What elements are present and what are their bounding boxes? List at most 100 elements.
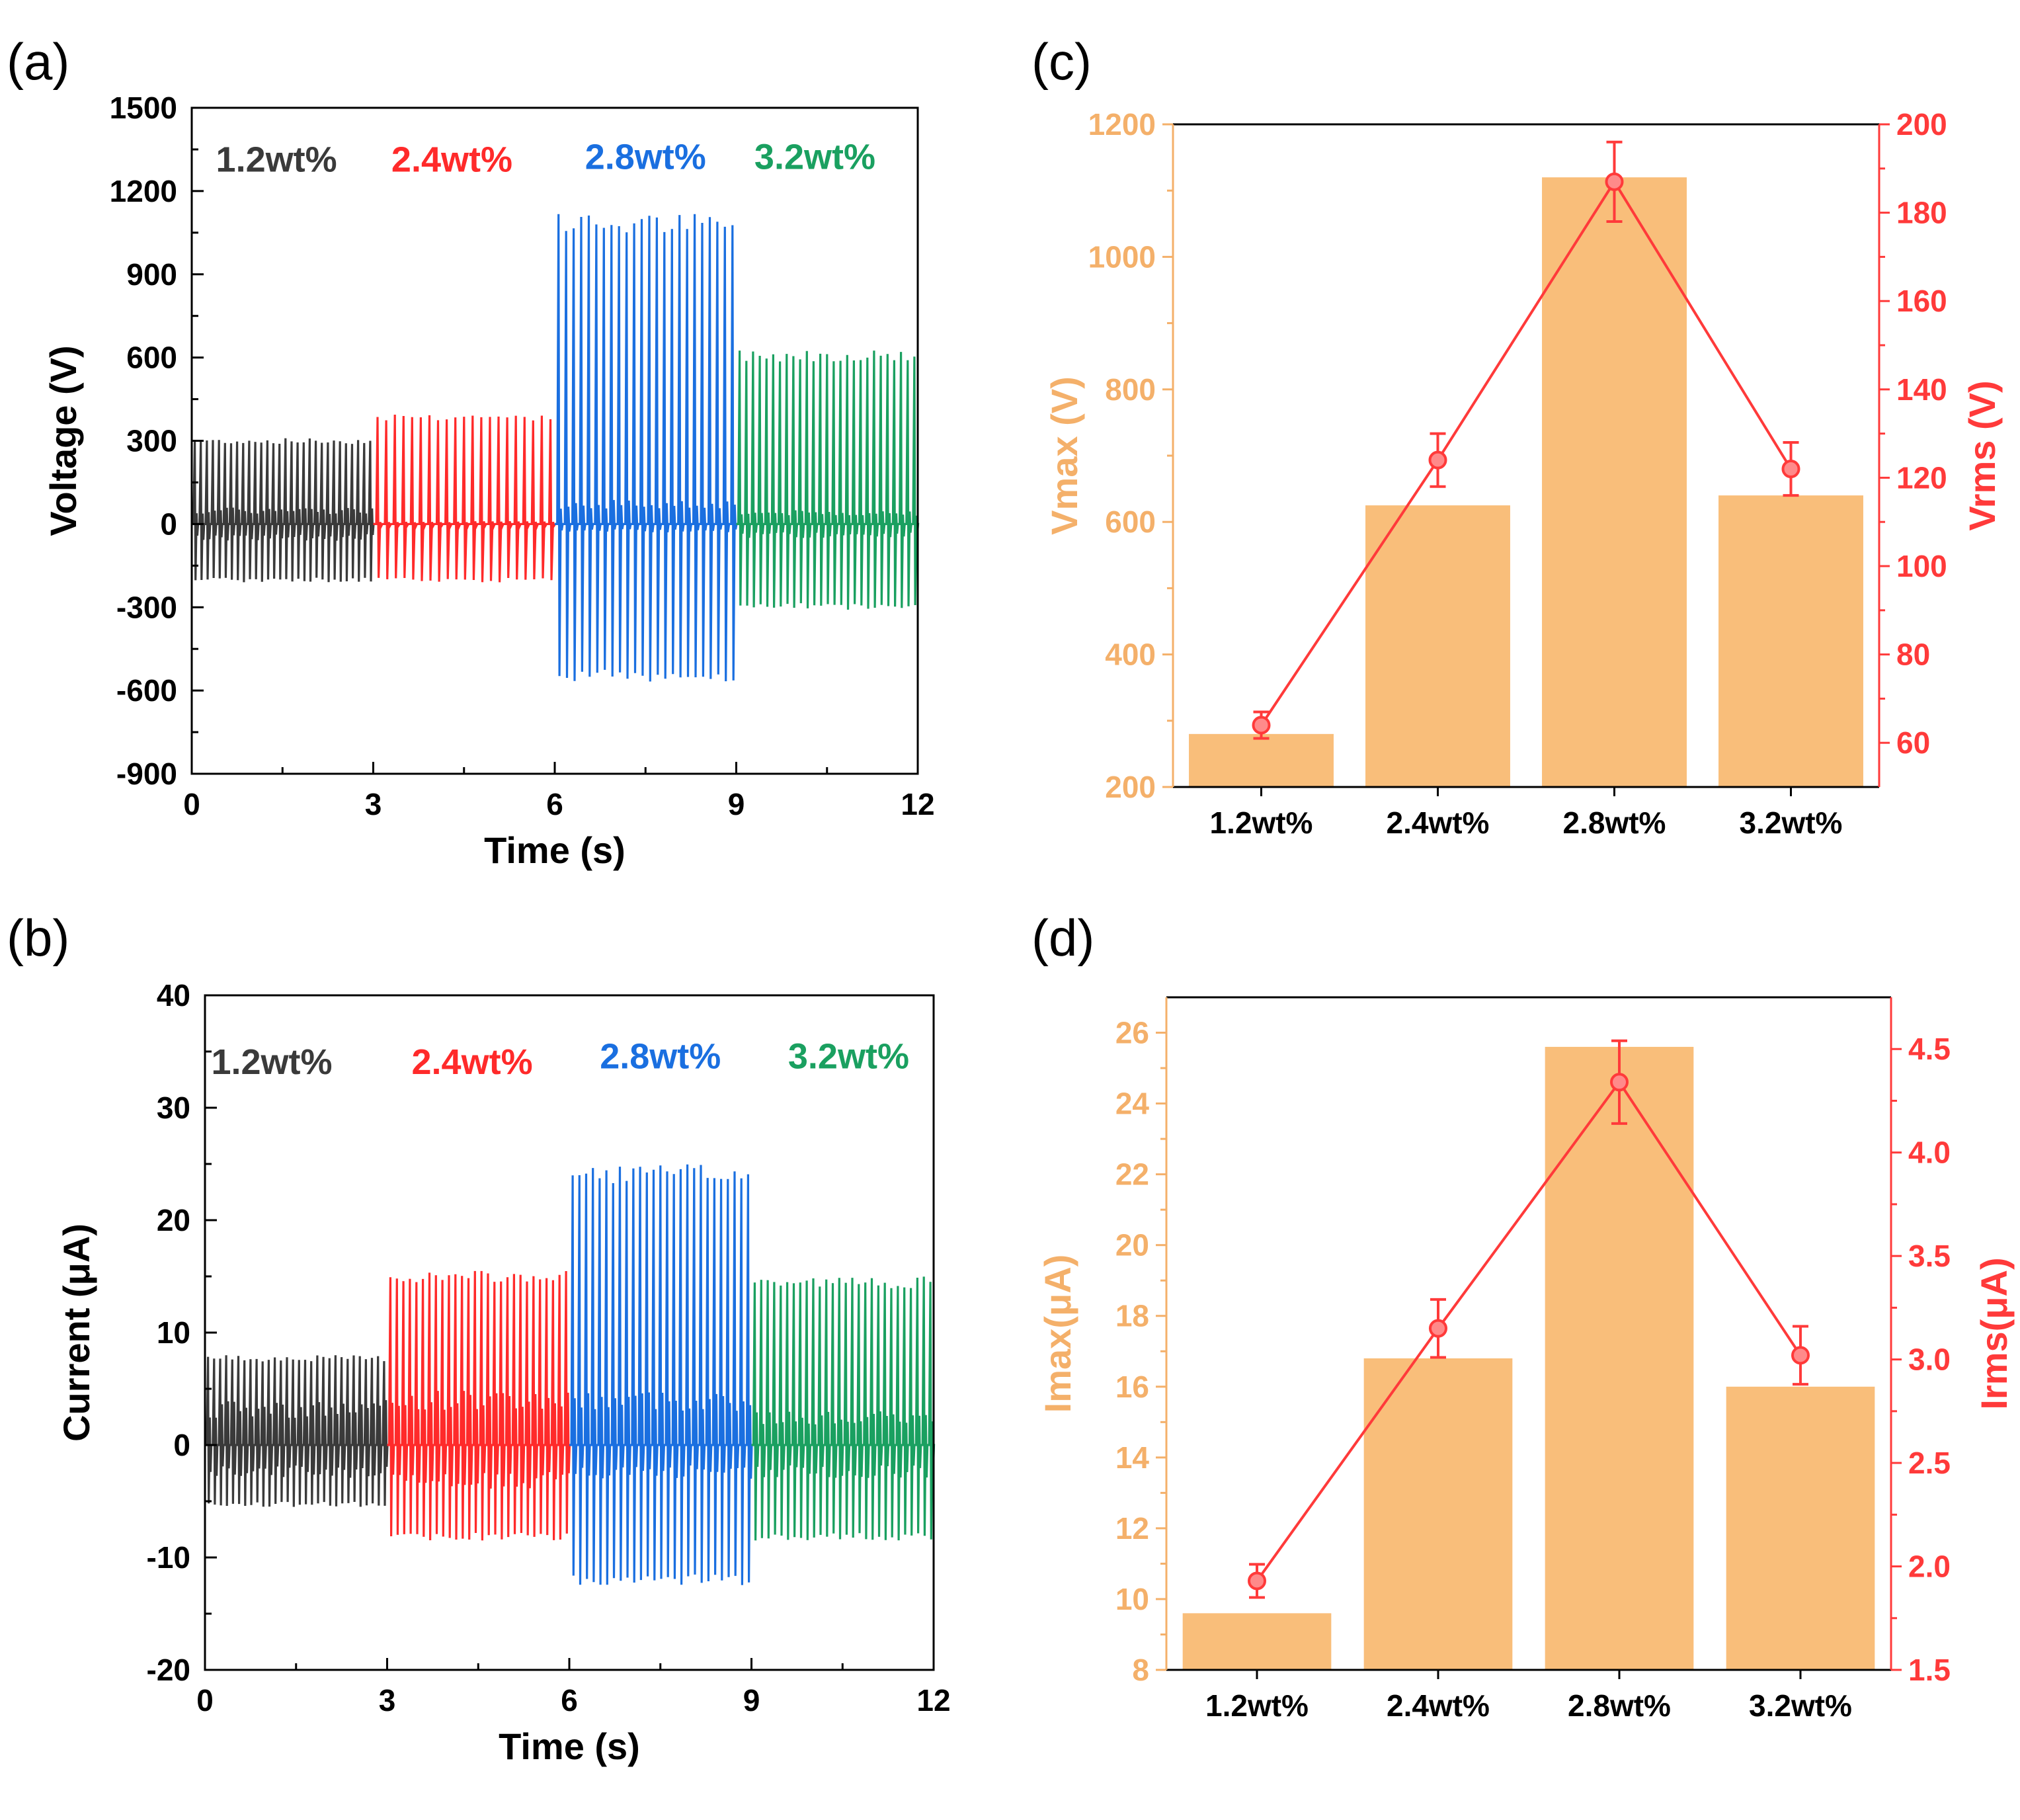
- series-line-3.2wt%: [736, 351, 920, 610]
- y-tick-label: -10: [147, 1540, 190, 1575]
- bar-2.4wt%: [1363, 1358, 1513, 1670]
- bar-1.2wt%: [1182, 1613, 1332, 1670]
- left-y-tick-label: 600: [1105, 505, 1156, 539]
- y-tick-label: 40: [157, 978, 190, 1013]
- y-tick-label: 900: [126, 257, 177, 292]
- condition-label: 1.2wt%: [211, 1042, 332, 1082]
- left-y-tick-label: 22: [1115, 1157, 1149, 1192]
- y-tick-label: 600: [126, 341, 177, 375]
- left-y-tick-label: 200: [1105, 770, 1156, 804]
- condition-label: 2.4wt%: [412, 1042, 533, 1082]
- bar-3.2wt%: [1726, 1386, 1875, 1670]
- right-y-tick-label: 3.0: [1908, 1343, 1951, 1377]
- x-tick-label: 6: [561, 1683, 578, 1717]
- x-tick-label: 9: [743, 1683, 760, 1717]
- rms-point-1.2wt%: [1248, 1571, 1266, 1591]
- left-y-tick-label: 12: [1115, 1511, 1149, 1546]
- y-tick-label: 0: [173, 1428, 190, 1462]
- series-line-1.2wt%: [192, 438, 375, 583]
- series-line-2.4wt%: [373, 414, 557, 583]
- right-y-tick-label: 4.5: [1908, 1032, 1951, 1066]
- y-tick-label: 10: [157, 1315, 190, 1350]
- left-y-tick-label: 14: [1115, 1440, 1150, 1475]
- series-line-3.2wt%: [751, 1276, 936, 1541]
- panel-a: (a) -900 -600 -300 0 300 600 900 1200 1500 0 3 6 9 12 T…: [7, 32, 935, 871]
- condition-label: 3.2wt%: [754, 137, 875, 177]
- left-y-tick-label: 24: [1115, 1087, 1150, 1121]
- right-y-axis-title: Vrms (V): [1961, 380, 2003, 530]
- category-label: 2.8wt%: [1563, 806, 1666, 840]
- panel-label-d: (d): [1031, 909, 1094, 967]
- plot-frame: [204, 994, 935, 1671]
- rms-point-3.2wt%: [1791, 1346, 1810, 1365]
- rms-point-2.4wt%: [1429, 1319, 1447, 1338]
- right-y-tick-label: 2.5: [1908, 1446, 1951, 1480]
- left-y-tick-label: 800: [1105, 372, 1156, 407]
- category-label: 2.8wt%: [1568, 1688, 1671, 1723]
- right-y-tick-label: 140: [1896, 372, 1947, 407]
- bar-2.8wt%: [1545, 1046, 1694, 1670]
- right-y-tick-label: 180: [1896, 196, 1947, 230]
- category-label: 2.4wt%: [1387, 806, 1490, 840]
- condition-label: 2.4wt%: [391, 140, 512, 180]
- x-tick-label: 12: [901, 787, 934, 821]
- y-tick-label: -900: [116, 757, 177, 791]
- y-tick-label: 1500: [110, 91, 177, 125]
- left-y-tick-label: 1000: [1088, 239, 1156, 274]
- condition-label: 1.2wt%: [216, 140, 337, 180]
- left-y-tick-label: 18: [1115, 1299, 1149, 1333]
- rms-point-1.2wt%: [1252, 716, 1271, 735]
- condition-label: 3.2wt%: [788, 1037, 909, 1077]
- y-tick-label: 30: [157, 1091, 190, 1125]
- condition-label: 2.8wt%: [600, 1037, 721, 1077]
- right-y-tick-label: 80: [1896, 638, 1930, 672]
- rms-point-2.4wt%: [1428, 450, 1447, 470]
- left-y-axis-title: Imax(μA): [1037, 1255, 1078, 1413]
- right-y-tick-label: 4.0: [1908, 1136, 1951, 1170]
- x-tick-label: 3: [365, 787, 382, 821]
- panel-d: (d) 8 10 12 14 16 18 20 22 24 26 1.5 2.0 2.5 3.0 3.5 4.0…: [1031, 909, 2015, 1723]
- bar-2.8wt%: [1542, 177, 1687, 787]
- y-tick-label: 300: [126, 424, 177, 458]
- x-tick-label: 9: [728, 787, 745, 821]
- rms-series-line: [1256, 1079, 1802, 1582]
- right-y-tick-label: 160: [1896, 284, 1947, 318]
- category-label: 3.2wt%: [1749, 1688, 1852, 1723]
- series-line-2.8wt%: [569, 1164, 753, 1585]
- left-y-tick-label: 20: [1115, 1228, 1149, 1262]
- right-y-tick-label: 1.5: [1908, 1653, 1951, 1687]
- rms-point-2.8wt%: [1605, 172, 1624, 191]
- y-tick-label: 1200: [110, 174, 177, 208]
- bar-2.4wt%: [1365, 505, 1510, 787]
- y-tick-label: -600: [116, 673, 177, 708]
- right-y-tick-label: 2.0: [1908, 1550, 1951, 1584]
- panel-label-c: (c): [1031, 32, 1092, 91]
- x-axis-title: Time (s): [484, 829, 626, 871]
- plot-frame: [190, 106, 919, 775]
- y-tick-label: 20: [157, 1203, 190, 1237]
- panel-b: (b) -20 -10 0 10 20 30 40 0 3 6 9 12 Time (s) Current …: [7, 909, 951, 1767]
- x-tick-label: 6: [546, 787, 563, 821]
- right-y-tick-label: 100: [1896, 549, 1947, 583]
- right-y-tick-label: 60: [1896, 725, 1930, 760]
- panel-c: (c) 200 400 600 800 1000 1200 60 80 100 120 140 160 1…: [1031, 32, 2003, 840]
- x-tick-label: 0: [196, 1683, 214, 1717]
- bar-3.2wt%: [1718, 495, 1863, 787]
- condition-label: 2.8wt%: [585, 137, 706, 177]
- y-axis-title: Current (μA): [56, 1223, 97, 1442]
- y-axis-title: Voltage (V): [42, 345, 84, 536]
- left-y-tick-label: 400: [1105, 638, 1156, 672]
- series-line-1.2wt%: [205, 1355, 389, 1507]
- x-tick-label: 3: [379, 1683, 396, 1717]
- rms-point-2.8wt%: [1610, 1073, 1629, 1092]
- panel-label-a: (a): [7, 32, 69, 91]
- rms-series-line: [1260, 179, 1793, 726]
- y-tick-label: -20: [147, 1653, 190, 1687]
- right-y-tick-label: 200: [1896, 107, 1947, 142]
- right-y-tick-label: 3.5: [1908, 1239, 1951, 1273]
- x-tick-label: 0: [183, 787, 200, 821]
- left-y-tick-label: 1200: [1088, 107, 1156, 142]
- x-tick-label: 12: [916, 1683, 950, 1717]
- series-line-2.8wt%: [555, 214, 739, 682]
